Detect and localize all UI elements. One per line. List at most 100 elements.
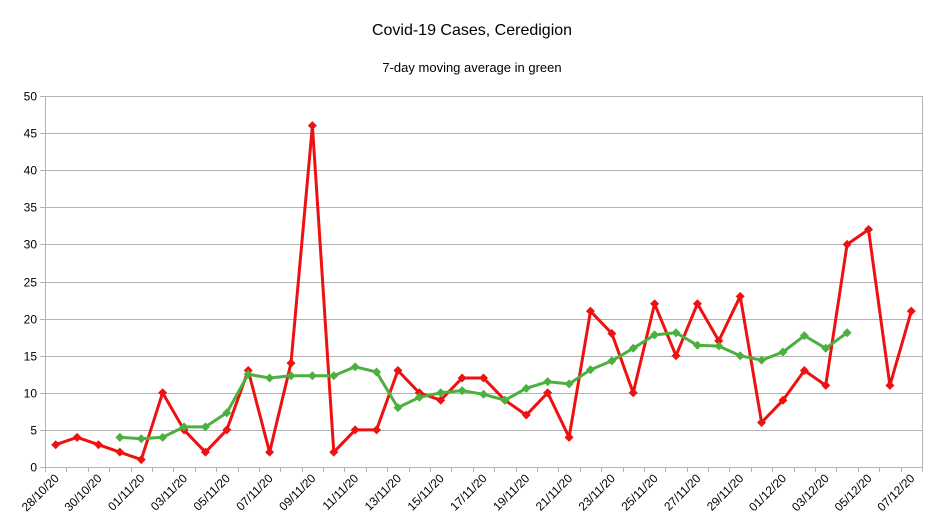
series-2-point [393, 403, 403, 413]
series-1-point [307, 121, 317, 131]
y-tick-label: 5 [30, 424, 37, 438]
series-1-point [671, 351, 681, 361]
x-tick-label: 05/12/20 [832, 471, 875, 514]
series-1-point [222, 425, 232, 435]
series-1-point [521, 410, 531, 420]
x-tick-label: 29/11/20 [704, 471, 747, 514]
series-2-point [650, 330, 660, 340]
y-tick-label: 0 [30, 461, 37, 475]
series-2-point [735, 351, 745, 361]
y-tick-label: 50 [24, 90, 38, 104]
series-1-point [735, 291, 745, 301]
series-2-point [564, 379, 574, 389]
series-2-point [821, 343, 831, 353]
series-2-point [222, 408, 232, 418]
y-tick-label: 10 [24, 387, 38, 401]
series-1-point [329, 447, 339, 457]
x-tick-label: 09/11/20 [276, 471, 319, 514]
y-axis: 0 5 10 15 20 25 30 35 40 45 50 [24, 90, 45, 475]
x-tick-label: 21/11/20 [533, 471, 576, 514]
x-tick-label: 13/11/20 [362, 471, 405, 514]
series-1-point [821, 380, 831, 390]
series-1-point [564, 432, 574, 442]
series-2-point [500, 395, 510, 405]
y-tick-label: 15 [24, 350, 38, 364]
series-1-point [842, 239, 852, 249]
chart-subtitle: 7-day moving average in green [382, 60, 561, 75]
series-1-point [51, 440, 61, 450]
series-2-point [414, 392, 424, 402]
x-tick-label: 27/11/20 [661, 471, 704, 514]
x-tick-label: 30/10/20 [62, 471, 105, 514]
series-1-point [72, 432, 82, 442]
x-tick-label: 01/12/20 [746, 471, 789, 514]
series-2-point [307, 371, 317, 381]
x-axis: 28/10/20 30/10/20 01/11/20 03/11/20 05/11/20… [19, 467, 923, 514]
series-1-point [757, 417, 767, 427]
series-1-point [479, 373, 488, 383]
y-tick-label: 35 [24, 201, 38, 215]
series-1-point [585, 306, 595, 316]
series-2-point [543, 377, 553, 387]
series-1-point [543, 388, 553, 398]
x-tick-label: 28/10/20 [19, 471, 62, 514]
series-2-point [692, 340, 702, 350]
chart-title: Covid-19 Cases, Ceredigion [372, 22, 572, 39]
y-tick-label: 30 [24, 238, 38, 252]
series-2-point [778, 347, 788, 357]
series-2-point [372, 367, 382, 377]
x-tick-label: 07/12/20 [874, 471, 917, 514]
series-2-point [436, 388, 446, 398]
series-1-point [628, 388, 638, 398]
x-tick-label: 05/11/20 [191, 471, 234, 514]
series-1-point [200, 447, 210, 457]
x-tick-label: 23/11/20 [576, 471, 619, 514]
y-tick-label: 25 [24, 276, 38, 290]
series-2-point [457, 386, 467, 396]
series-2-point [714, 341, 724, 351]
series-2-point [628, 343, 638, 353]
series-1-point [136, 455, 146, 465]
series-2-point [286, 371, 296, 381]
series-1-point [778, 395, 788, 405]
series-1-point [286, 358, 296, 368]
series-2-point [179, 422, 189, 432]
series-2-point [521, 383, 531, 393]
series-1-line [55, 124, 913, 462]
y-tick-label: 40 [24, 164, 38, 178]
series-2-point [136, 434, 146, 444]
series-1-point [714, 336, 724, 346]
series-2-point [799, 331, 809, 341]
series-2-point [265, 373, 275, 383]
x-tick-label: 07/11/20 [233, 471, 276, 514]
x-tick-label: 15/11/20 [405, 471, 448, 514]
series-1-point [885, 380, 895, 390]
series-2-point [757, 355, 767, 365]
x-tick-label: 03/12/20 [789, 471, 832, 514]
series-1-point [864, 225, 874, 235]
series-1-point [393, 366, 403, 376]
x-tick-label: 11/11/20 [320, 471, 362, 513]
series-1-point [457, 373, 467, 383]
series-2-point [158, 432, 168, 442]
series-1-point [650, 299, 660, 309]
series-1-point [158, 388, 168, 398]
x-tick-label: 01/11/20 [105, 471, 148, 514]
x-tick-label: 03/11/20 [148, 471, 191, 514]
series-2-point [115, 432, 125, 442]
x-tick-label: 17/11/20 [447, 471, 490, 514]
y-tick-label: 45 [24, 127, 38, 141]
series-1-point [372, 425, 382, 435]
y-tick-label: 20 [24, 313, 38, 327]
series-layer [51, 121, 916, 465]
series-1-point [906, 306, 916, 316]
x-tick-label: 25/11/20 [618, 471, 661, 514]
series-1-point [265, 447, 275, 457]
series-2-point [329, 371, 339, 381]
series-2-point [243, 369, 253, 379]
series-2-point [479, 389, 488, 399]
series-1-point [607, 328, 617, 338]
series-2-point [607, 356, 617, 366]
gridlines [45, 96, 923, 468]
